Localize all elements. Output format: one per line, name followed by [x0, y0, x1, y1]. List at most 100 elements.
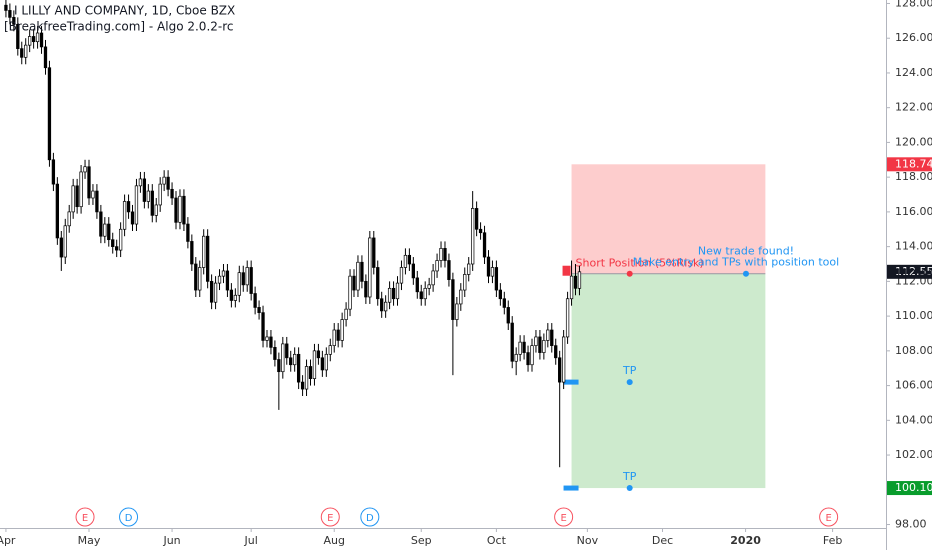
candle-body — [107, 223, 111, 241]
candle-body — [368, 237, 372, 298]
candle-body — [403, 254, 408, 268]
candle-body — [138, 178, 143, 187]
event-label: D — [125, 513, 133, 524]
target-dot — [626, 485, 633, 492]
event-label: E — [327, 513, 333, 524]
candle-body — [494, 267, 499, 291]
candle-body — [569, 275, 574, 300]
candle-body — [253, 293, 257, 308]
candle-body — [289, 357, 293, 366]
candle-body — [344, 308, 348, 320]
candle-body — [526, 352, 530, 366]
candle-body — [59, 237, 63, 258]
candle-body — [320, 357, 325, 371]
candle-body — [115, 246, 119, 251]
x-tick-label: Nov — [577, 534, 599, 547]
candle-body — [265, 336, 269, 341]
x-tick-label: Aug — [323, 534, 344, 547]
candle-body — [474, 208, 479, 230]
candle-body — [190, 241, 194, 265]
candle-body — [348, 275, 352, 310]
x-tick-label: Jul — [244, 534, 258, 547]
y-tick-label: 126.00 — [895, 31, 932, 44]
note: New trade found! — [698, 245, 794, 258]
candle-body — [126, 201, 131, 213]
candle-body — [304, 366, 309, 390]
candle-body — [51, 159, 56, 185]
candle-body — [478, 228, 483, 234]
candle-body — [162, 176, 166, 185]
candle-body — [35, 32, 40, 43]
candle-body — [565, 298, 570, 338]
candle-body — [550, 329, 554, 346]
candle-body — [486, 256, 491, 277]
candle-body — [324, 353, 328, 371]
target-marker — [563, 485, 579, 491]
candle-body — [111, 239, 115, 247]
candle-body — [463, 274, 467, 291]
price-label: 112.55 — [895, 265, 932, 278]
candle-body — [391, 287, 396, 300]
y-tick-label: 108.00 — [895, 344, 932, 357]
event-marker — [819, 507, 839, 527]
x-tick-label: Feb — [823, 534, 842, 547]
candle-body — [130, 211, 135, 225]
candle-body — [285, 343, 289, 359]
event-marker — [360, 507, 380, 527]
candle-body — [4, 4, 8, 11]
candle-body — [435, 260, 439, 272]
target-dot — [626, 379, 633, 386]
candle-body — [482, 232, 487, 258]
x-tick-label: Sep — [411, 534, 432, 547]
event-marker — [75, 507, 95, 527]
y-tick-label: 98.00 — [895, 518, 927, 531]
candle-body — [75, 185, 79, 208]
candle-body — [554, 345, 558, 359]
candle-body — [431, 270, 435, 286]
candle-body — [20, 48, 24, 58]
candle-body — [134, 185, 139, 225]
plot-area: Short Position (5%Risk)New trade found!M… — [4, 0, 839, 527]
candle-body — [399, 267, 404, 284]
candle-body — [459, 289, 463, 305]
candle-body — [451, 279, 455, 320]
target-zone — [571, 273, 766, 489]
candle-body — [221, 270, 226, 277]
candle-body — [47, 67, 52, 161]
candle-body — [518, 341, 522, 355]
event-label: E — [82, 513, 88, 524]
candle-body — [407, 254, 412, 265]
stop-zone — [571, 164, 766, 274]
candle-body — [71, 185, 75, 213]
x-tick-label: 2020 — [730, 534, 761, 547]
candle-body — [372, 237, 376, 268]
candle-body — [122, 201, 127, 230]
candle-body — [91, 190, 95, 199]
candle-body — [506, 307, 510, 324]
candle-body — [308, 366, 313, 379]
event-label: E — [825, 513, 831, 524]
candle-body — [269, 336, 273, 348]
y-tick-label: 124.00 — [895, 66, 932, 79]
candle-body — [356, 261, 360, 291]
candle-body — [300, 381, 305, 390]
price-label-bg — [887, 157, 932, 172]
stop-marker — [562, 265, 571, 276]
candle-body — [530, 345, 534, 366]
candle-body — [99, 211, 103, 237]
price-label: 100.10 — [895, 481, 932, 494]
position-label: Short Position (5%Risk) — [576, 257, 704, 270]
candle-body — [502, 298, 506, 308]
candle-body — [383, 301, 388, 312]
candle-body — [546, 329, 550, 341]
x-tick-label: May — [78, 534, 101, 547]
candle-body — [142, 178, 147, 202]
candle-body — [443, 248, 447, 261]
event-label: D — [366, 513, 374, 524]
candle-body — [103, 223, 107, 237]
candle-body — [245, 267, 249, 286]
candle-body — [577, 271, 582, 289]
candle-body — [510, 322, 514, 362]
candle-body — [237, 272, 241, 296]
candle-body — [198, 267, 202, 291]
